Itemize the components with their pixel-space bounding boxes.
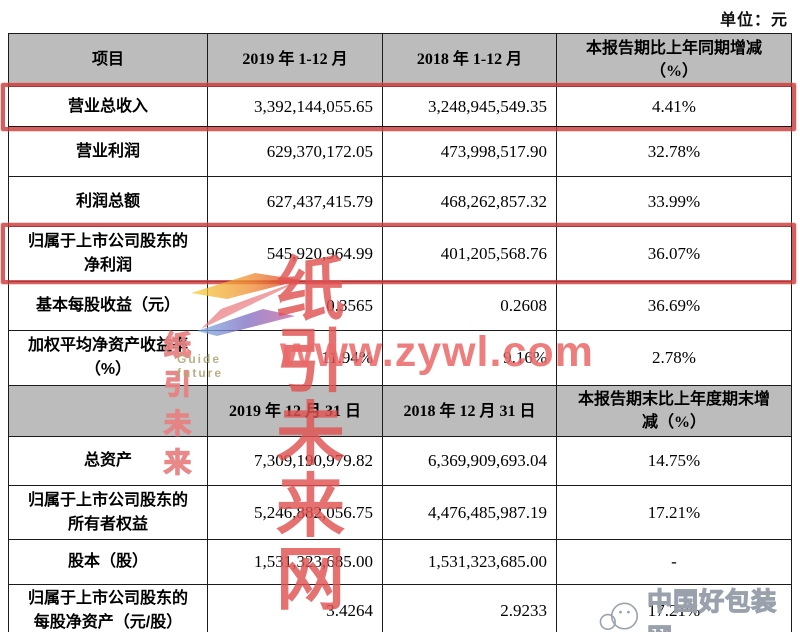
value-2019: 11.94% [207, 330, 383, 386]
table-row: 利润总额 627,437,415.79 468,262,857.32 33.99… [8, 176, 792, 227]
row-label: 总资产 [8, 436, 208, 487]
table-row: 归属于上市公司股东的 每股净资产（元/股） 3.4264 2.9233 17.2… [8, 584, 792, 632]
table-row: 股本（股） 1,531,323,685.00 1,531,323,685.00 … [8, 539, 792, 586]
header-blank [8, 384, 208, 438]
value-change: 4.41% [556, 86, 792, 127]
value-2018: 468,262,857.32 [382, 176, 557, 227]
row-label: 归属于上市公司股东的 所有者权益 [8, 485, 208, 541]
unit-label: 单位：元 [719, 12, 788, 29]
row-label: 归属于上市公司股东的 净利润 [8, 226, 208, 282]
row-label: 利润总额 [8, 176, 208, 227]
value-change: 33.99% [556, 176, 792, 227]
header-yoy-change: 本报告期比上年同期增减 （%） [556, 33, 792, 87]
header-item: 项目 [8, 33, 208, 87]
header-2018-date: 2018 年 12 月 31 日 [382, 384, 557, 438]
table-header-yearend: 2019 年 12 月 31 日 2018 年 12 月 31 日 本报告期末比… [8, 384, 792, 438]
value-2018: 3,248,945,549.35 [382, 86, 557, 127]
value-2018: 473,998,517.90 [382, 126, 557, 177]
header-2019-date: 2019 年 12 月 31 日 [207, 384, 383, 438]
value-2019: 545,920,964.99 [207, 226, 383, 282]
value-2019: 5,246,882,056.75 [207, 485, 383, 541]
value-change: 14.75% [556, 436, 792, 487]
value-2019: 7,309,190,979.82 [207, 436, 383, 487]
value-2019: 3.4264 [207, 584, 383, 632]
value-2018: 1,531,323,685.00 [382, 539, 557, 586]
value-change: - [556, 539, 792, 586]
row-label: 股本（股） [8, 539, 208, 586]
row-label: 加权平均净资产收益率 （%） [8, 330, 208, 386]
row-label: 营业总收入 [8, 86, 208, 127]
table-row: 营业利润 629,370,172.05 473,998,517.90 32.78… [8, 126, 792, 177]
row-label: 归属于上市公司股东的 每股净资产（元/股） [8, 584, 208, 632]
value-change: 36.69% [556, 281, 792, 331]
value-change: 17.21% [556, 485, 792, 541]
financial-summary-table: 项目 2019 年 1-12 月 2018 年 1-12 月 本报告期比上年同期… [8, 33, 792, 632]
header-2018-period: 2018 年 1-12 月 [382, 33, 557, 87]
table-header-period: 项目 2019 年 1-12 月 2018 年 1-12 月 本报告期比上年同期… [8, 33, 792, 87]
table-row: 营业总收入 3,392,144,055.65 3,248,945,549.35 … [8, 86, 792, 127]
table-row: 总资产 7,309,190,979.82 6,369,909,693.04 14… [8, 436, 792, 487]
table-row: 归属于上市公司股东的 净利润 545,920,964.99 401,205,56… [8, 226, 792, 282]
table-row: 基本每股收益（元） 0.3565 0.2608 36.69% [8, 281, 792, 331]
value-2018: 2.9233 [382, 584, 557, 632]
value-change: 17.21% [556, 584, 792, 632]
value-2019: 629,370,172.05 [207, 126, 383, 177]
value-change: 2.78% [556, 330, 792, 386]
value-change: 32.78% [556, 126, 792, 177]
value-2018: 4,476,485,987.19 [382, 485, 557, 541]
table-row: 加权平均净资产收益率 （%） 11.94% 9.16% 2.78% [8, 330, 792, 386]
value-2018: 9.16% [382, 330, 557, 386]
value-2018: 0.2608 [382, 281, 557, 331]
header-yearend-change: 本报告期末比上年度期末增 减（%） [556, 384, 792, 438]
value-2019: 627,437,415.79 [207, 176, 383, 227]
value-2019: 1,531,323,685.00 [207, 539, 383, 586]
value-2018: 6,369,909,693.04 [382, 436, 557, 487]
value-change: 36.07% [556, 226, 792, 282]
value-2019: 3,392,144,055.65 [207, 86, 383, 127]
row-label: 基本每股收益（元） [8, 281, 208, 331]
row-label: 营业利润 [8, 126, 208, 177]
value-2018: 401,205,568.76 [382, 226, 557, 282]
header-2019-period: 2019 年 1-12 月 [207, 33, 383, 87]
table-row: 归属于上市公司股东的 所有者权益 5,246,882,056.75 4,476,… [8, 485, 792, 541]
value-2019: 0.3565 [207, 281, 383, 331]
